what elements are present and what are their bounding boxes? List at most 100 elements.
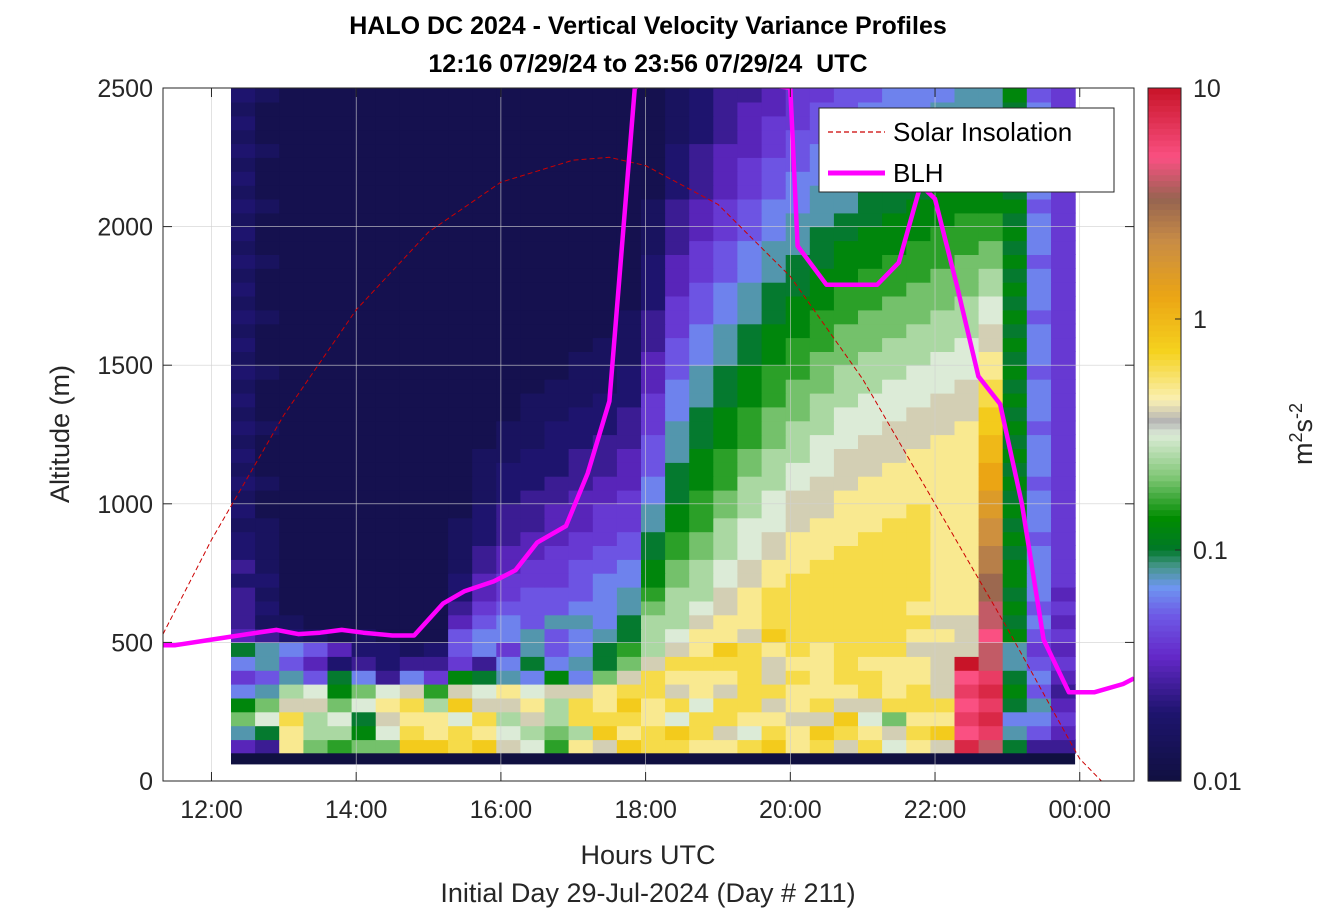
heatmap-cell — [737, 309, 763, 325]
heatmap-cell — [737, 101, 763, 117]
colorbar-segment — [1148, 469, 1181, 476]
heatmap-cell — [882, 684, 907, 699]
heatmap-cell — [761, 101, 787, 117]
heatmap-cell — [906, 656, 931, 671]
legend: Solar Insolation BLH — [818, 107, 1115, 193]
heatmap-cell — [882, 365, 907, 380]
heatmap-cell — [737, 323, 763, 339]
heatmap-cell — [279, 531, 304, 546]
heatmap-cell — [231, 392, 256, 408]
heatmap-cell — [930, 240, 956, 255]
heatmap-cell — [616, 711, 642, 727]
heatmap-cell — [520, 115, 546, 131]
colorbar-segment — [1148, 480, 1181, 488]
heatmap-cell — [641, 448, 666, 463]
heatmap-cell — [882, 226, 907, 242]
heatmap-cell — [520, 697, 546, 713]
heatmap-cell — [231, 171, 256, 186]
heatmap-cell — [423, 670, 449, 685]
colorbar-segment — [1148, 503, 1181, 511]
heatmap-cell — [809, 337, 835, 352]
heatmap-cell — [255, 711, 280, 727]
heatmap-cell — [327, 587, 353, 602]
heatmap-cell — [231, 614, 256, 630]
heatmap-cell — [279, 129, 304, 145]
heatmap-cell — [544, 337, 570, 352]
heatmap-cell — [568, 115, 594, 131]
heatmap-cell — [641, 129, 666, 145]
heatmap-cell — [544, 226, 570, 242]
heatmap-cell — [1026, 517, 1052, 533]
heatmap-cell — [616, 462, 642, 477]
heatmap-cell — [641, 697, 666, 713]
heatmap-cell — [954, 628, 980, 643]
heatmap-cell — [1002, 684, 1028, 699]
heatmap-cell — [568, 739, 594, 754]
heatmap-cell — [1051, 531, 1076, 546]
colorbar-segment — [1148, 688, 1181, 695]
heatmap-cell — [303, 365, 329, 380]
heatmap-cell — [279, 725, 304, 741]
heatmap-cell — [592, 531, 618, 546]
heatmap-cell — [833, 587, 859, 602]
heatmap-cell — [472, 489, 497, 505]
heatmap-cell — [930, 614, 956, 630]
heatmap-cell — [231, 226, 256, 242]
heatmap-cell — [399, 697, 425, 713]
heatmap-cell — [737, 656, 763, 671]
heatmap-cell — [592, 143, 618, 158]
heatmap-cell — [858, 503, 883, 519]
heatmap-cell — [375, 143, 401, 158]
heatmap-cell — [1002, 476, 1028, 491]
heatmap-cell — [592, 171, 618, 186]
heatmap-cell — [520, 212, 546, 228]
heatmap-cell — [423, 212, 449, 228]
heatmap-cell — [785, 406, 811, 422]
heatmap-cell — [713, 240, 738, 255]
heatmap-cell — [954, 226, 980, 242]
colorbar-segment — [1148, 139, 1181, 147]
heatmap-cell — [255, 503, 280, 519]
heatmap-cell — [327, 573, 353, 588]
heatmap-cell — [544, 185, 570, 200]
heatmap-cell — [303, 101, 329, 117]
heatmap-cell — [255, 268, 280, 283]
heatmap-cell — [785, 656, 811, 671]
heatmap-cell — [399, 670, 425, 685]
heatmap-cell — [616, 295, 642, 311]
heatmap-cell — [882, 739, 907, 754]
heatmap-cell — [641, 282, 666, 297]
heatmap-cell — [1002, 309, 1028, 325]
heatmap-cell — [496, 684, 521, 699]
heatmap-cell — [785, 489, 811, 505]
heatmap-cell — [351, 697, 377, 713]
colorbar-tick-label: 10 — [1193, 75, 1221, 103]
heatmap-cell — [231, 254, 256, 269]
heatmap-cell — [568, 600, 594, 616]
heatmap-cell — [1051, 684, 1076, 699]
heatmap-cell — [641, 725, 666, 741]
colorbar-segment — [1148, 238, 1181, 245]
heatmap-cell — [303, 115, 329, 131]
heatmap-cell — [665, 309, 690, 325]
heatmap-cell — [544, 351, 570, 366]
heatmap-cell — [375, 642, 401, 657]
colorbar-segment — [1148, 573, 1181, 580]
heatmap-cell — [785, 559, 811, 574]
heatmap-cell — [327, 545, 353, 560]
heatmap-cell — [1051, 420, 1076, 436]
heatmap-cell — [1002, 600, 1028, 616]
heatmap-cell — [448, 614, 473, 630]
heatmap-cell — [1026, 545, 1052, 560]
heatmap-cell — [1026, 379, 1052, 394]
heatmap-cell — [472, 240, 497, 255]
heatmap-cell — [978, 600, 1004, 616]
heatmap-cell — [858, 587, 883, 602]
heatmap-cell — [279, 434, 304, 449]
colorbar-segment — [1148, 111, 1181, 118]
heatmap-cell — [665, 434, 690, 449]
heatmap-cell — [399, 171, 425, 186]
heatmap-cell — [375, 656, 401, 671]
heatmap-cell — [592, 559, 618, 574]
heatmap-cell — [882, 614, 907, 630]
